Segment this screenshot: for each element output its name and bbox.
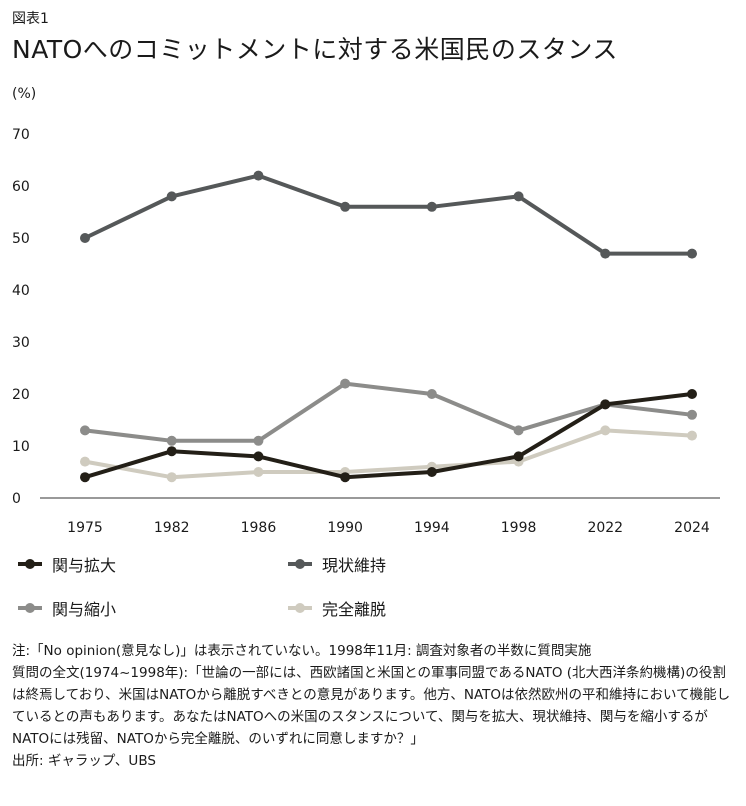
legend-marker-1 xyxy=(295,559,305,569)
y-tick-label: 70 xyxy=(12,127,30,143)
legend-swatch-maintain xyxy=(288,559,312,569)
data-point xyxy=(426,389,437,399)
y-axis-ticks: 0 10 20 30 40 50 60 70 xyxy=(12,127,30,507)
data-point xyxy=(80,425,90,436)
legend-item-maintain: 現状維持 xyxy=(288,552,386,576)
line-chart: 0 10 20 30 40 50 60 70 1975 1982 1986 1990 1994 1998… xyxy=(12,127,720,536)
legend-item-withdraw: 完全離脱 xyxy=(288,596,386,620)
data-point xyxy=(253,451,264,462)
legend-label-withdraw: 完全離脱 xyxy=(322,600,387,619)
series-line xyxy=(84,428,693,480)
source-text: 出所: ギャラップ、UBS xyxy=(12,753,156,769)
series-0 xyxy=(80,170,697,259)
data-point xyxy=(80,456,90,467)
legend-marker-3 xyxy=(295,603,305,613)
series-group xyxy=(80,170,697,483)
series-line xyxy=(84,173,692,256)
y-tick-label: 20 xyxy=(12,387,30,403)
x-tick-label: 1998 xyxy=(501,520,537,536)
legend-swatch-reduce xyxy=(18,603,42,613)
chart-notes: 注:「No opinion(意見なし)」は表示されていない。1998年11月: … xyxy=(12,640,736,772)
legend-swatch-expand xyxy=(18,559,42,569)
data-point xyxy=(80,233,90,243)
chart-title: NATOへのコミットメントに対する米国民のスタンス xyxy=(12,35,618,64)
data-point xyxy=(166,191,177,202)
y-tick-label: 60 xyxy=(12,179,30,195)
data-point xyxy=(600,399,611,410)
x-axis-ticks: 1975 1982 1986 1990 1994 1998 2022 2024 xyxy=(67,520,710,536)
data-point xyxy=(687,409,697,420)
note-text: 注:「No opinion(意見なし)」は表示されていない。1998年11月: … xyxy=(12,643,592,659)
data-point xyxy=(426,201,437,212)
data-point xyxy=(513,425,524,436)
x-tick-label: 1990 xyxy=(327,520,363,536)
figure-label: 図表1 xyxy=(12,11,49,27)
data-point xyxy=(340,472,351,483)
data-point xyxy=(340,378,351,389)
legend-label-maintain: 現状維持 xyxy=(322,556,387,575)
x-tick-label: 2024 xyxy=(674,520,710,536)
data-point xyxy=(253,170,264,181)
data-point xyxy=(687,248,697,259)
data-point xyxy=(340,201,351,212)
series-3 xyxy=(80,389,697,483)
y-tick-label: 10 xyxy=(12,439,30,455)
legend-item-expand: 関与拡大 xyxy=(18,552,116,576)
y-tick-label: 50 xyxy=(12,231,30,247)
x-tick-label: 1975 xyxy=(67,520,103,536)
y-tick-label: 30 xyxy=(12,335,30,351)
data-point xyxy=(426,467,437,477)
legend-swatch-withdraw xyxy=(288,603,312,613)
x-tick-label: 1986 xyxy=(241,520,277,536)
x-tick-label: 1982 xyxy=(154,520,190,536)
data-point xyxy=(687,430,697,441)
data-point xyxy=(253,435,264,446)
data-point xyxy=(253,467,264,477)
y-tick-label: 0 xyxy=(12,491,21,507)
data-point xyxy=(513,191,524,202)
x-tick-label: 2022 xyxy=(587,520,623,536)
question-text: 質問の全文(1974~1998年):「世論の一部には、西欧諸国と米国との軍事同盟… xyxy=(12,665,731,747)
y-axis-unit-label: (%) xyxy=(12,86,37,102)
data-point xyxy=(600,425,611,436)
series-line xyxy=(84,381,693,443)
series-1 xyxy=(80,378,697,446)
legend-label-expand: 関与拡大 xyxy=(52,556,117,575)
data-point xyxy=(166,435,177,446)
legend-item-reduce: 関与縮小 xyxy=(18,596,116,620)
x-tick-label: 1994 xyxy=(414,520,450,536)
legend-label-reduce: 関与縮小 xyxy=(52,600,117,619)
data-point xyxy=(513,451,524,462)
y-tick-label: 40 xyxy=(12,283,30,299)
legend-marker-2 xyxy=(25,603,35,613)
data-point xyxy=(166,446,177,457)
series-line xyxy=(84,392,693,480)
legend-marker-0 xyxy=(25,559,35,569)
data-point xyxy=(687,389,697,399)
data-point xyxy=(166,472,177,483)
data-point xyxy=(600,248,611,259)
data-point xyxy=(80,472,90,483)
